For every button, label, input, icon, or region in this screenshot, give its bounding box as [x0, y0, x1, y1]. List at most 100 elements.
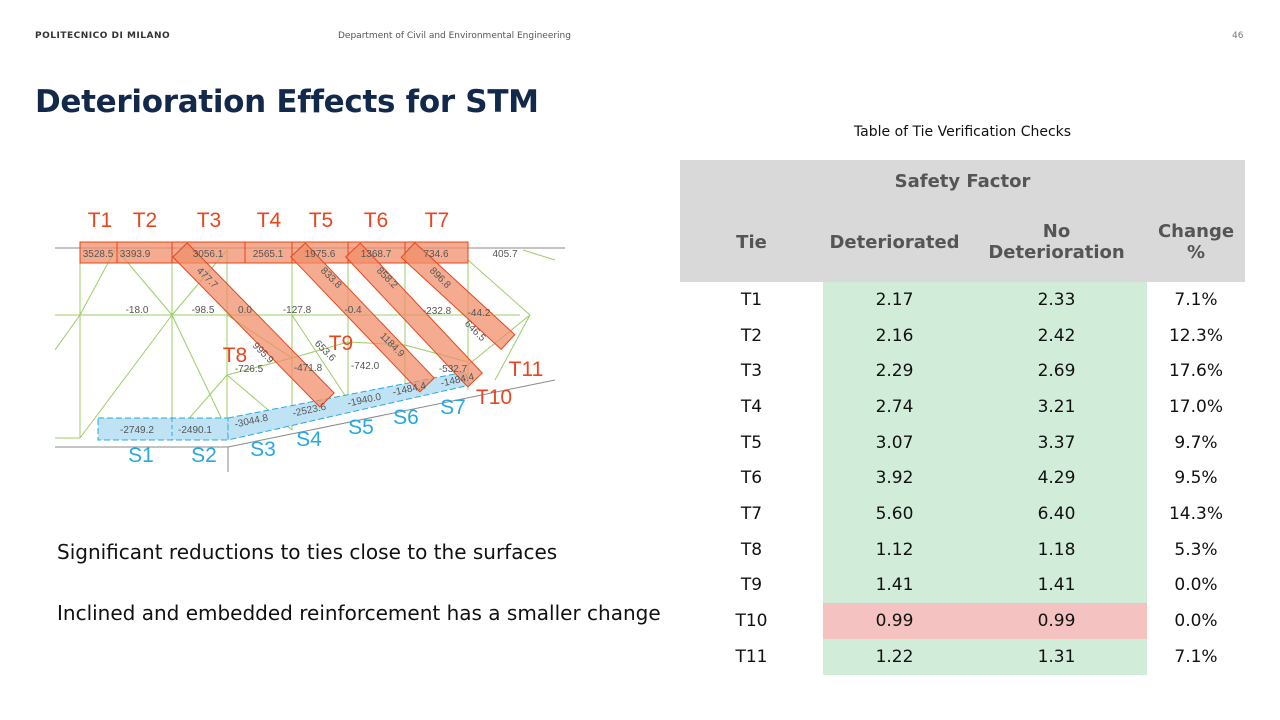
strut-tie-member [467, 259, 531, 316]
tie-label: T7 [425, 209, 450, 232]
cell-det: 0.99 [823, 603, 966, 639]
cell-det: 2.17 [823, 282, 966, 318]
tie-verification-table: Safety Factor Tie Deteriorated No Deteri… [680, 160, 1245, 675]
bullet-text: Significant reductions to ties close to … [57, 540, 558, 564]
cell-tie: T7 [740, 503, 763, 524]
strut-label: S2 [191, 444, 217, 467]
cell-nodet: 2.42 [966, 317, 1147, 354]
strut-label: S3 [250, 438, 276, 461]
cell-change: 17.6% [1168, 361, 1223, 382]
strut-tie-member [291, 314, 349, 401]
cell-nodet: 2.33 [966, 282, 1147, 318]
column-header: Tie [680, 202, 823, 282]
cell-det: 2.16 [823, 317, 966, 354]
strut-tie-member [522, 249, 556, 261]
cell-tie: T11 [735, 646, 768, 667]
member-force-value: -726.5 [235, 364, 264, 375]
cell-nodet: 2.69 [966, 353, 1147, 390]
cell-tie: T3 [740, 361, 763, 382]
tie-t10-band [345, 242, 483, 388]
cell-det: 1.22 [823, 638, 966, 675]
table-row: T11 1.22 1.31 7.1% [680, 638, 1245, 675]
tie-label: T9 [329, 332, 354, 355]
cell-change: 9.5% [1174, 468, 1218, 489]
strut-tie-member [494, 314, 531, 381]
member-force-value: -471.8 [294, 363, 323, 374]
strut-label: S6 [393, 406, 419, 429]
table-row: T6 3.92 4.29 9.5% [680, 460, 1245, 497]
member-force-value: -532.7 [439, 364, 468, 375]
strut-and-tie-diagram: 3528.5 3393.9 3056.1 2565.1 1975.6 1368.7 734.… [55, 209, 565, 472]
table-row: T3 2.29 2.69 17.6% [680, 353, 1245, 390]
cell-tie: T4 [740, 396, 763, 417]
table-row: T10 0.99 0.99 0.0% [680, 603, 1245, 639]
cell-det: 2.29 [823, 353, 966, 390]
cell-tie: T1 [740, 289, 763, 310]
cell-change: 9.7% [1174, 432, 1218, 453]
strut-tie-member [55, 314, 81, 351]
member-force-value: -2749.2 [120, 425, 154, 436]
table-row: T4 2.74 3.21 17.0% [680, 389, 1245, 425]
tie-label: T1 [88, 209, 113, 232]
cell-change: 0.0% [1174, 611, 1218, 632]
institution-name: POLITECNICO DI MILANO [35, 31, 171, 41]
cell-det: 3.07 [823, 424, 966, 461]
tie-t8-band [172, 242, 335, 408]
tie-label: T6 [364, 209, 389, 232]
member-force-value: -18.0 [126, 305, 149, 316]
member-force-value: 3393.9 [120, 249, 151, 260]
page-number: 46 [1232, 31, 1244, 41]
member-force-value: 1368.7 [361, 249, 392, 260]
member-force-value: 3056.1 [193, 249, 224, 260]
cell-nodet: 1.18 [966, 531, 1147, 568]
cell-change: 0.0% [1174, 575, 1218, 596]
cell-nodet: 0.99 [966, 603, 1147, 639]
table-row: T7 5.60 6.40 14.3% [680, 496, 1245, 532]
table-row: T8 1.12 1.18 5.3% [680, 531, 1245, 568]
cell-tie: T8 [740, 539, 763, 560]
tie-label: T10 [476, 386, 512, 409]
strut-label: S7 [440, 396, 466, 419]
strut-tie-member [291, 341, 349, 359]
member-force-value: -44.2 [468, 308, 491, 319]
strut-label: S4 [296, 428, 322, 451]
column-header: Deteriorated [823, 202, 966, 282]
cell-det: 2.74 [823, 389, 966, 425]
department-name: Department of Civil and Environmental En… [338, 31, 571, 41]
member-force-value: -2490.1 [178, 425, 212, 436]
strut-label: S5 [348, 416, 374, 439]
member-force-value: -127.8 [283, 305, 312, 316]
cell-nodet: 6.40 [966, 496, 1147, 532]
member-force-value: 1975.6 [305, 249, 336, 260]
member-force-value: 405.7 [492, 249, 517, 260]
member-force-value: 3528.5 [83, 249, 114, 260]
column-header: No Deterioration [966, 202, 1147, 282]
member-force-value: -232.8 [423, 306, 452, 317]
tie-label: T11 [509, 358, 544, 381]
tie-label: T3 [197, 209, 222, 232]
member-force-value: -742.0 [351, 361, 380, 372]
member-force-value: 0.0 [238, 305, 252, 316]
member-force-value: 2565.1 [253, 249, 284, 260]
cell-nodet: 3.37 [966, 424, 1147, 461]
tie-t11-band [400, 241, 516, 351]
cell-nodet: 3.21 [966, 389, 1147, 425]
bullet-text: Inclined and embedded reinforcement has … [57, 601, 661, 625]
cell-change: 7.1% [1174, 289, 1218, 310]
cell-tie: T5 [740, 432, 763, 453]
member-force-value: -0.4 [344, 305, 362, 316]
cell-tie: T6 [740, 468, 763, 489]
cell-det: 1.12 [823, 531, 966, 568]
cell-tie: T10 [735, 611, 768, 632]
cell-change: 17.0% [1168, 396, 1223, 417]
page-title: Deterioration Effects for STM [35, 84, 539, 120]
table-row: T5 3.07 3.37 9.7% [680, 424, 1245, 461]
cell-tie: T2 [740, 325, 763, 346]
tie-label: T4 [257, 209, 282, 232]
cell-change: 12.3% [1168, 325, 1223, 346]
cell-change: 5.3% [1174, 539, 1218, 560]
table-caption: Table of Tie Verification Checks [853, 124, 1072, 140]
strut-label: S1 [128, 444, 154, 467]
member-force-value: -98.5 [192, 305, 215, 316]
